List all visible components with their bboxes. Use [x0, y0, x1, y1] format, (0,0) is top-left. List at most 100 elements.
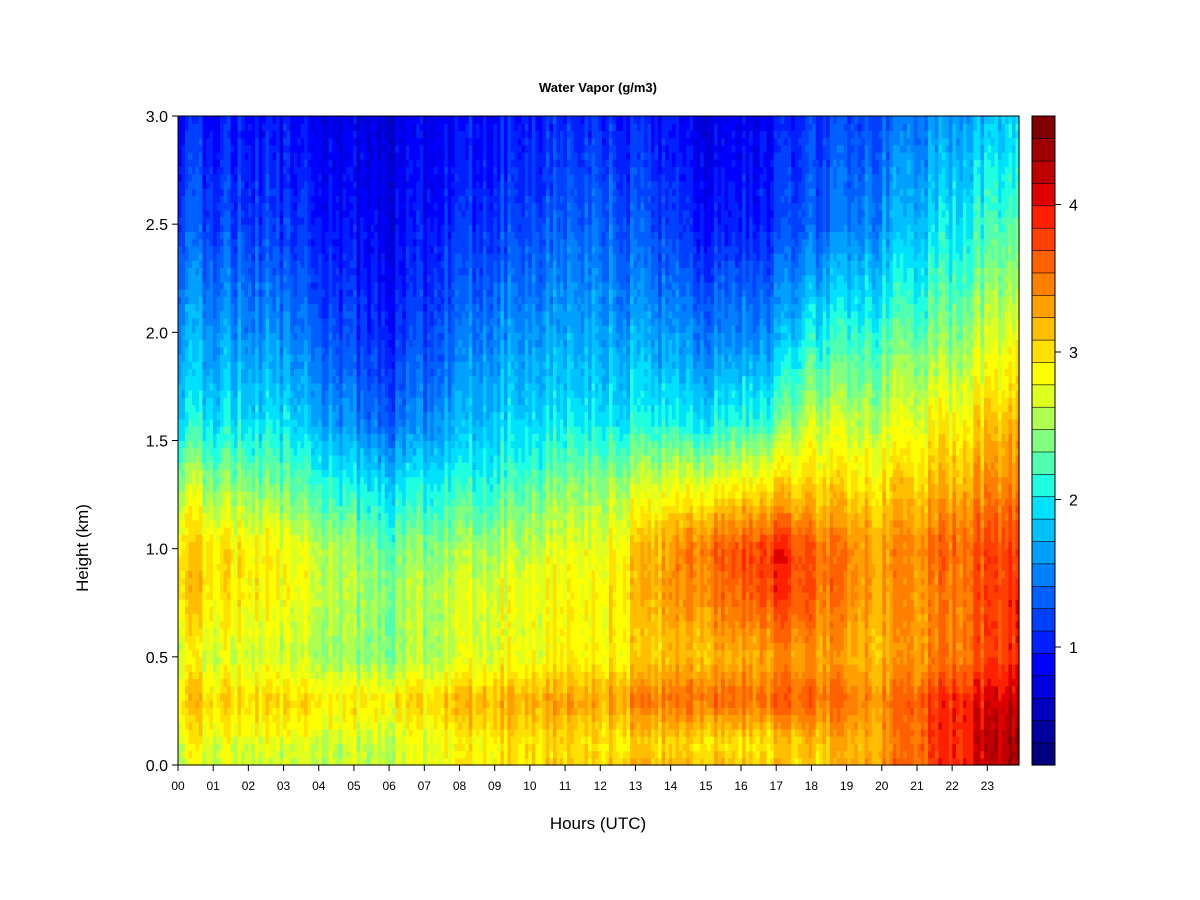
- heatmap-cell: [213, 231, 217, 239]
- heatmap-cell: [241, 614, 245, 622]
- heatmap-cell: [206, 707, 210, 715]
- heatmap-cell: [210, 570, 214, 578]
- heatmap-cell: [346, 657, 350, 665]
- heatmap-cell: [224, 123, 228, 131]
- heatmap-cell: [322, 303, 326, 311]
- heatmap-cell: [266, 224, 270, 232]
- heatmap-cell: [217, 599, 221, 607]
- heatmap-cell: [185, 693, 189, 701]
- heatmap-cell: [280, 491, 284, 499]
- heatmap-cell: [329, 296, 333, 304]
- heatmap-cell: [290, 404, 294, 412]
- heatmap-cell: [203, 426, 207, 434]
- heatmap-cell: [336, 433, 340, 441]
- heatmap-cell: [245, 289, 249, 297]
- heatmap-cell: [276, 433, 280, 441]
- heatmap-cell: [367, 347, 371, 355]
- heatmap-cell: [336, 664, 340, 672]
- heatmap-cell: [297, 715, 301, 723]
- heatmap-cell: [203, 549, 207, 557]
- heatmap-cell: [339, 145, 343, 153]
- heatmap-cell: [357, 462, 361, 470]
- heatmap-cell: [217, 325, 221, 333]
- heatmap-cell: [262, 282, 266, 290]
- heatmap-cell: [276, 390, 280, 398]
- heatmap-cell: [199, 376, 203, 384]
- heatmap-cell: [304, 743, 308, 751]
- heatmap-cell: [238, 729, 242, 737]
- heatmap-cell: [213, 585, 217, 593]
- heatmap-cell: [332, 433, 336, 441]
- heatmap-cell: [336, 563, 340, 571]
- heatmap-cell: [241, 210, 245, 218]
- heatmap-cell: [350, 404, 354, 412]
- heatmap-cell: [238, 332, 242, 340]
- heatmap-cell: [178, 340, 182, 348]
- heatmap-cell: [318, 203, 322, 211]
- heatmap-cell: [343, 642, 347, 650]
- heatmap-cell: [322, 210, 326, 218]
- heatmap-cell: [318, 621, 322, 629]
- heatmap-cell: [276, 275, 280, 283]
- heatmap-cell: [318, 441, 322, 449]
- heatmap-cell: [367, 678, 371, 686]
- heatmap-cell: [241, 289, 245, 297]
- heatmap-cell: [269, 585, 273, 593]
- heatmap-cell: [248, 145, 252, 153]
- heatmap-cell: [248, 412, 252, 420]
- heatmap-cell: [346, 130, 350, 138]
- heatmap-cell: [336, 152, 340, 160]
- heatmap-cell: [196, 195, 200, 203]
- heatmap-cell: [259, 246, 263, 254]
- heatmap-cell: [280, 743, 284, 751]
- heatmap-cell: [301, 570, 305, 578]
- heatmap-cell: [217, 606, 221, 614]
- heatmap-cell: [269, 556, 273, 564]
- heatmap-cell: [308, 419, 312, 427]
- heatmap-cell: [234, 715, 238, 723]
- heatmap-cell: [224, 628, 228, 636]
- heatmap-cell: [269, 541, 273, 549]
- heatmap-cell: [304, 174, 308, 182]
- heatmap-cell: [185, 520, 189, 528]
- heatmap-cell: [339, 570, 343, 578]
- heatmap-cell: [297, 224, 301, 232]
- heatmap-cell: [350, 195, 354, 203]
- heatmap-cell: [332, 642, 336, 650]
- heatmap-cell: [182, 253, 186, 261]
- heatmap-cell: [192, 585, 196, 593]
- heatmap-cell: [357, 123, 361, 131]
- heatmap-cell: [199, 621, 203, 629]
- heatmap-cell: [220, 513, 224, 521]
- heatmap-cell: [220, 426, 224, 434]
- heatmap-cell: [245, 332, 249, 340]
- heatmap-cell: [220, 361, 224, 369]
- heatmap-cell: [294, 404, 298, 412]
- heatmap-cell: [196, 700, 200, 708]
- heatmap-cell: [266, 671, 270, 679]
- heatmap-cell: [325, 145, 329, 153]
- heatmap-cell: [311, 707, 315, 715]
- heatmap-cell: [315, 253, 319, 261]
- heatmap-cell: [234, 404, 238, 412]
- heatmap-cell: [199, 498, 203, 506]
- heatmap-cell: [241, 657, 245, 665]
- heatmap-cell: [266, 361, 270, 369]
- heatmap-cell: [245, 498, 249, 506]
- heatmap-cell: [248, 383, 252, 391]
- heatmap-cell: [185, 743, 189, 751]
- heatmap-cell: [255, 390, 259, 398]
- heatmap-cell: [350, 325, 354, 333]
- heatmap-cell: [308, 477, 312, 485]
- heatmap-cell: [322, 642, 326, 650]
- heatmap-cell: [332, 563, 336, 571]
- heatmap-cell: [322, 599, 326, 607]
- heatmap-cell: [266, 145, 270, 153]
- heatmap-cell: [259, 743, 263, 751]
- heatmap-cell: [297, 412, 301, 420]
- heatmap-cell: [178, 303, 182, 311]
- heatmap-cell: [283, 743, 287, 751]
- heatmap-cell: [329, 318, 333, 326]
- heatmap-cell: [182, 722, 186, 730]
- heatmap-cell: [273, 751, 277, 759]
